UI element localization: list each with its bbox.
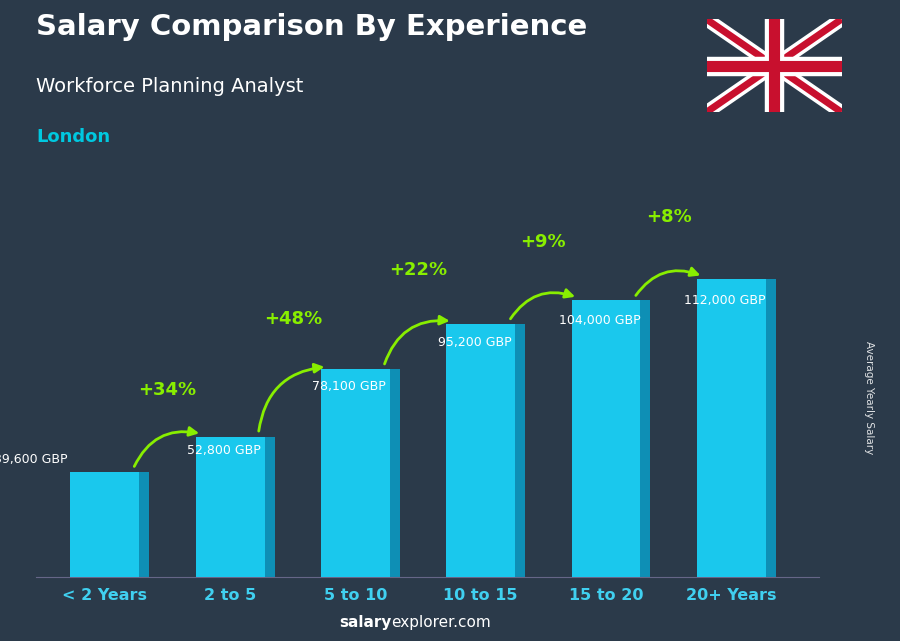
Polygon shape [515, 324, 526, 577]
FancyArrowPatch shape [510, 290, 572, 319]
FancyArrowPatch shape [258, 364, 321, 431]
Polygon shape [140, 472, 149, 577]
Text: explorer.com: explorer.com [392, 615, 491, 630]
Bar [572, 301, 641, 577]
Text: 78,100 GBP: 78,100 GBP [312, 379, 386, 393]
Text: +22%: +22% [389, 260, 447, 279]
Text: +48%: +48% [264, 310, 322, 328]
Text: 104,000 GBP: 104,000 GBP [559, 314, 641, 327]
FancyArrowPatch shape [134, 428, 196, 467]
Text: 112,000 GBP: 112,000 GBP [684, 294, 766, 307]
Text: Salary Comparison By Experience: Salary Comparison By Experience [36, 13, 587, 41]
Polygon shape [641, 301, 651, 577]
Text: London: London [36, 128, 110, 146]
Text: +9%: +9% [520, 233, 566, 251]
Polygon shape [390, 369, 400, 577]
Text: Average Yearly Salary: Average Yearly Salary [863, 341, 874, 454]
Text: 39,600 GBP: 39,600 GBP [0, 453, 68, 466]
Text: salary: salary [339, 615, 392, 630]
Text: 52,800 GBP: 52,800 GBP [187, 444, 261, 456]
Bar [195, 437, 265, 577]
FancyArrowPatch shape [635, 268, 698, 296]
Text: +8%: +8% [646, 208, 691, 226]
Bar [697, 279, 766, 577]
Polygon shape [265, 437, 274, 577]
Bar [70, 472, 140, 577]
Text: 95,200 GBP: 95,200 GBP [437, 337, 511, 349]
Bar [446, 324, 515, 577]
Text: +34%: +34% [139, 381, 196, 399]
Polygon shape [766, 279, 776, 577]
FancyArrowPatch shape [384, 316, 446, 364]
Text: Workforce Planning Analyst: Workforce Planning Analyst [36, 77, 303, 96]
Bar [321, 369, 390, 577]
